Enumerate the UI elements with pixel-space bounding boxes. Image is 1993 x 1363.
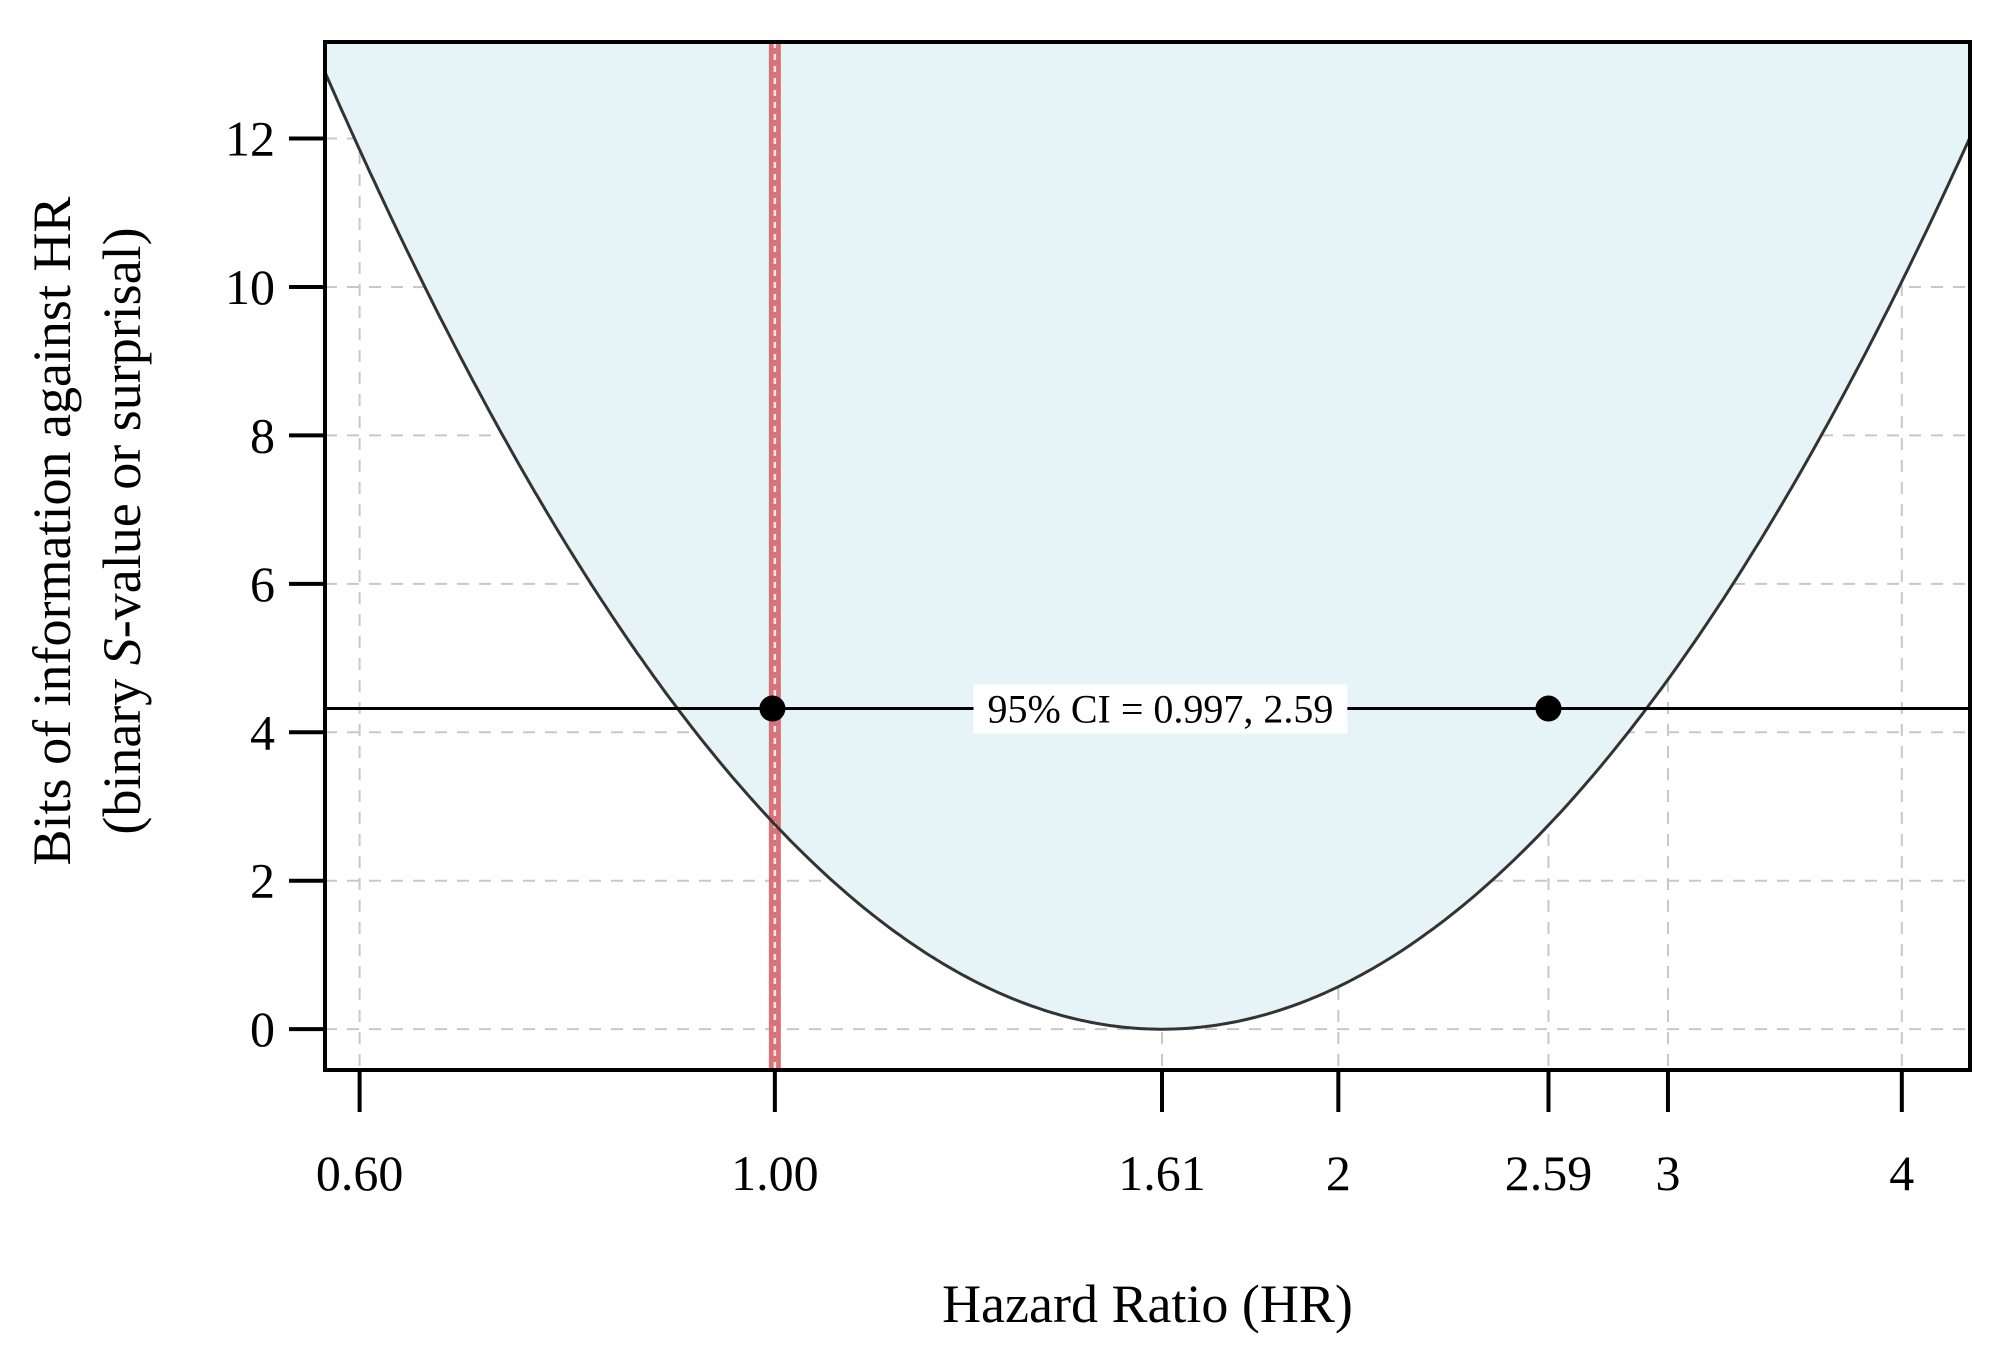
y-tick-label: 10	[225, 259, 275, 315]
x-axis-title: Hazard Ratio (HR)	[942, 1274, 1353, 1334]
y-tick-label: 0	[250, 1001, 275, 1057]
y-tick-label: 2	[250, 853, 275, 909]
plot-frame	[323, 40, 1972, 1072]
x-tick-label: 1.00	[731, 1145, 819, 1201]
x-tick-label: 0.60	[316, 1145, 404, 1201]
y-tick-label: 8	[250, 407, 275, 463]
y-tick-label: 4	[250, 704, 275, 760]
x-tick-label: 2.59	[1505, 1145, 1593, 1201]
axis-layer: 0.60 1.00 1.61 2 2.59 3 4 0 2 4 6 8 10 12	[225, 110, 1914, 1201]
s-value-curve	[325, 71, 1970, 1031]
ci-point	[759, 695, 786, 722]
x-tick-label: 4	[1889, 1145, 1914, 1201]
y-axis-title-line-2: (binary S-value or surprisal)	[92, 227, 152, 834]
x-tick-label: 1.61	[1118, 1145, 1206, 1201]
x-tick-label: 2	[1326, 1145, 1351, 1201]
y-axis-title-line-1: Bits of information against HR	[22, 197, 82, 866]
y-tick-label: 12	[225, 110, 275, 166]
y-axis-title-line-2-post: -value or surprisal)	[92, 227, 152, 638]
y-axis-title-line-2-italic: S	[92, 638, 152, 665]
fill-layer	[325, 42, 1970, 1030]
x-tick-label: 3	[1655, 1145, 1680, 1201]
y-axis-title-line-2-pre: (binary	[92, 665, 152, 834]
label-layer: Hazard Ratio (HR) Bits of information ag…	[22, 197, 1562, 1334]
confidence-fill-area	[325, 42, 1970, 1030]
ci-point	[1535, 695, 1562, 722]
y-tick-label: 6	[250, 556, 275, 612]
ci-annotation: 95% CI = 0.997, 2.59	[988, 687, 1334, 732]
ci-label-background	[973, 684, 1348, 734]
